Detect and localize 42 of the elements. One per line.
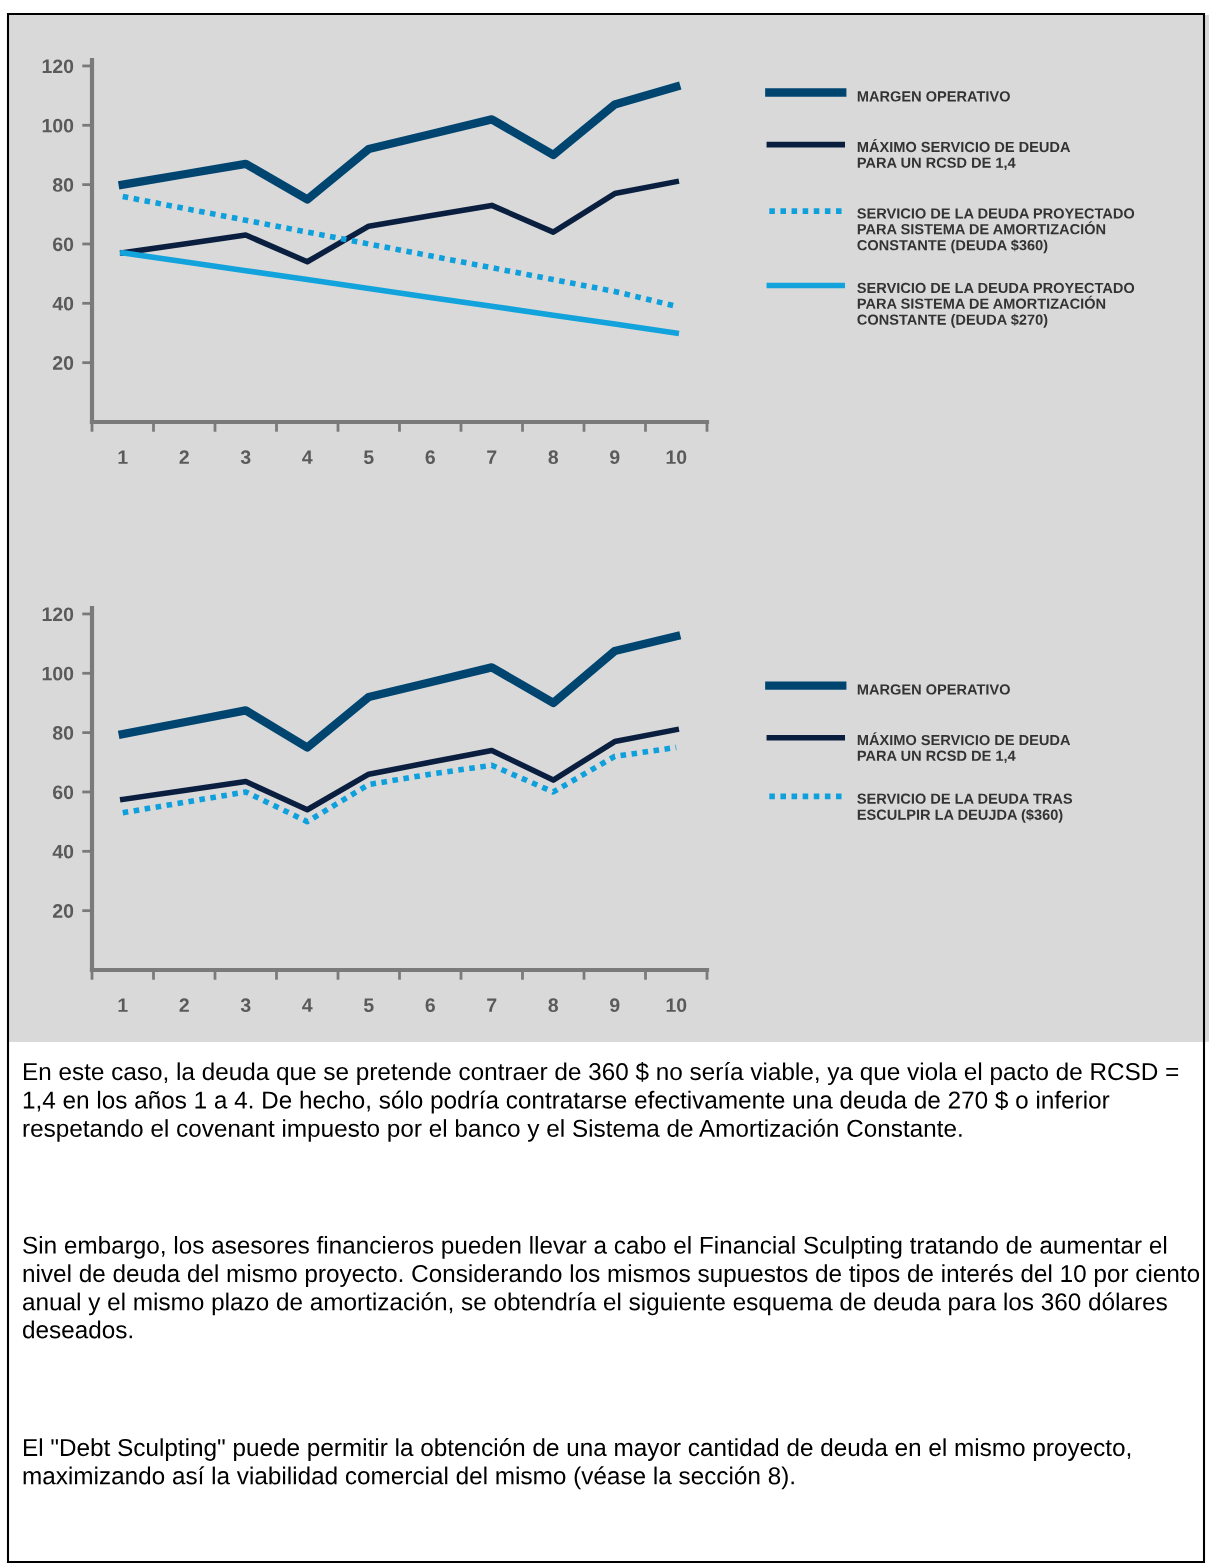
text: MARGEN OPERATIVO	[857, 684, 1010, 695]
y-tick-label: 40	[52, 296, 74, 311]
x-tick-label: 10	[666, 450, 687, 465]
x-tick-label: 3	[240, 450, 251, 465]
x-tick-label: 4	[302, 450, 313, 464]
x-tick-label: 9	[610, 998, 620, 1013]
y-tick-label: 100	[42, 666, 74, 681]
x-tick-label: 1	[118, 450, 128, 464]
text: MARGEN OPERATIVO	[857, 91, 1010, 102]
x-tick-label: 6	[425, 450, 435, 465]
text: MÁXIMO SERVICIO DE DEUDA PARA UN RCSD DE 1,4	[857, 732, 1071, 764]
x-tick-label: 3	[240, 998, 251, 1013]
y-tick-label: 80	[52, 726, 74, 740]
x-tick-label: 5	[363, 998, 374, 1013]
y-tick-label: 120	[42, 607, 74, 622]
y-tick-label: 120	[42, 59, 74, 74]
text: SERVICIO DE LA DEUDA PROYECTADO PARA SISTEMA DE AMORTIZACIÓN CONSTANTE (DEUDA $270)	[857, 282, 1135, 328]
x-tick-label: 4	[302, 998, 313, 1012]
x-tick-label: 2	[179, 998, 189, 1012]
text: En este caso, la deuda que se pretende contraer de 360 $ no sería viable, ya que viola el pacto de RCSD = 1,4 en los años 1 a 4. De hecho, sólo podría contratarse efectivamente una deuda de 270 $ o inferior respetando el covenant impuesto por el banco y el Sistema de Amortización Constante.	[23, 1062, 1179, 1142]
y-tick-label: 60	[53, 785, 74, 800]
x-tick-label: 7	[487, 450, 497, 464]
y-tick-label: 100	[42, 118, 74, 133]
y-tick-label: 40	[52, 844, 74, 859]
y-tick-label: 20	[52, 356, 74, 370]
x-tick-label: 2	[179, 450, 189, 464]
x-tick-label: 8	[548, 450, 559, 465]
y-tick-label: 80	[52, 178, 74, 192]
text: El "Debt Sculpting" puede permitir la obtención de una mayor cantidad de deuda en el mismo proyecto, maximizando así la viabilidad comercial del mismo (véase la sección 8).	[23, 1438, 1131, 1490]
x-tick-label: 5	[363, 450, 374, 465]
x-tick-label: 7	[487, 998, 497, 1012]
y-tick-label: 20	[52, 904, 74, 918]
x-tick-label: 8	[548, 998, 559, 1013]
x-tick-label: 9	[610, 450, 620, 465]
text: MÁXIMO SERVICIO DE DEUDA PARA UN RCSD DE 1,4	[857, 139, 1071, 170]
y-tick-label: 60	[53, 237, 74, 252]
text: SERVICIO DE LA DEUDA PROYECTADO PARA SISTEMA DE AMORTIZACIÓN CONSTANTE (DEUDA $360)	[857, 208, 1135, 254]
text: Sin embargo, los asesores financieros pueden llevar a cabo el Financial Sculpting tratando de aumentar el nivel de deuda del mismo proyecto. Considerando los mismos supuestos de tipos de interés del 10 por ciento anual y el mismo plazo de amortización, se obtendría el siguiente esquema de deuda para los 360 dólares deseados.	[23, 1236, 1200, 1339]
text: SERVICIO DE LA DEUDA TRAS ESCULPIR LA DEUJDA ($360)	[857, 793, 1073, 823]
x-tick-label: 6	[425, 998, 435, 1013]
x-tick-label: 1	[118, 998, 128, 1012]
x-tick-label: 10	[666, 998, 687, 1013]
